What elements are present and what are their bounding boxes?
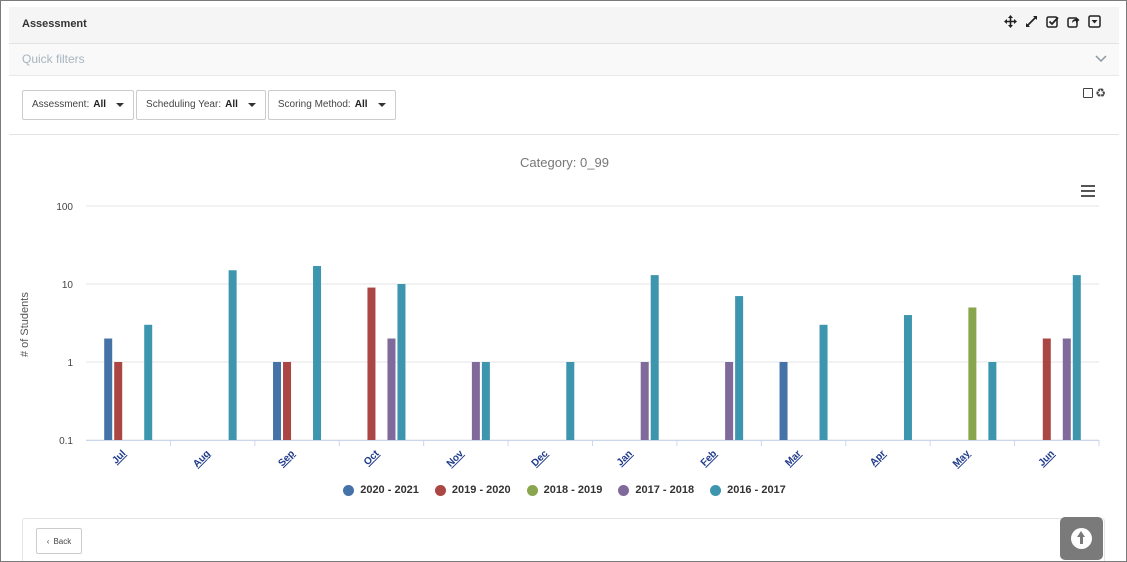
bar[interactable] xyxy=(144,324,153,440)
bar[interactable] xyxy=(566,362,575,440)
legend-dot xyxy=(434,484,446,496)
legend-label: 2016 - 2017 xyxy=(727,484,786,496)
back-label: Back xyxy=(53,536,72,546)
x-tick-label[interactable]: Jun xyxy=(1037,448,1057,468)
dropdown-icon[interactable] xyxy=(1088,15,1101,28)
filter-value: All xyxy=(354,99,368,110)
x-tick-label[interactable]: Nov xyxy=(445,448,466,469)
bar[interactable] xyxy=(228,270,237,440)
legend-label: 2019 - 2020 xyxy=(451,484,511,496)
filter-label: Scoring Method: xyxy=(277,99,351,110)
quick-filters-label: Quick filters xyxy=(22,52,85,66)
scheduling-year-filter[interactable]: Scheduling Year: All xyxy=(136,90,266,120)
bar[interactable] xyxy=(104,338,113,440)
x-tick-label[interactable]: Sep xyxy=(276,448,297,469)
assessment-filter[interactable]: Assessment: All xyxy=(22,90,135,120)
bar[interactable] xyxy=(481,362,490,440)
x-tick-label[interactable]: May xyxy=(951,448,973,470)
x-tick-label[interactable]: Apr xyxy=(868,448,888,468)
recycle-icon[interactable]: ♻ xyxy=(1095,86,1106,100)
bar[interactable] xyxy=(387,338,396,440)
y-tick-label: 0.1 xyxy=(59,436,73,447)
share-icon[interactable] xyxy=(1067,15,1080,28)
panel-header: Assessment xyxy=(9,7,1119,44)
bar[interactable] xyxy=(273,362,282,440)
bar[interactable] xyxy=(650,275,659,440)
legend-item-2018-2019[interactable]: 2018 - 2019 xyxy=(526,484,603,496)
filter-label: Assessment: xyxy=(32,99,90,110)
bar[interactable] xyxy=(114,362,123,440)
caret-down-icon xyxy=(116,103,125,107)
y-tick-label: 10 xyxy=(62,280,74,291)
panel-title: Assessment xyxy=(22,18,87,30)
quick-filters-bar[interactable]: Quick filters xyxy=(9,44,1119,76)
bar[interactable] xyxy=(1042,338,1051,440)
expand-icon[interactable] xyxy=(1025,15,1038,28)
chart-title: Category: 0_99 xyxy=(520,155,609,170)
chevron-down-icon[interactable] xyxy=(1095,50,1107,66)
bar[interactable] xyxy=(283,362,292,440)
x-tick-label[interactable]: Oct xyxy=(362,448,382,468)
move-icon[interactable] xyxy=(1004,15,1017,28)
legend-dot xyxy=(343,484,355,496)
chart-menu-icon[interactable] xyxy=(1081,185,1095,197)
y-tick-label: 100 xyxy=(56,202,73,213)
legend-item-2017-2018[interactable]: 2017 - 2018 xyxy=(618,484,694,496)
panel-tools xyxy=(1004,15,1101,28)
bar[interactable] xyxy=(1062,338,1071,440)
x-tick-label[interactable]: Dec xyxy=(530,448,551,469)
chart-plot: 0.1 1 10 100 Jul Aug Sep Oct Nov Dec Jan Feb Mar Apr M… xyxy=(56,202,1100,470)
back-button[interactable]: ‹ Back xyxy=(36,528,82,554)
bar[interactable] xyxy=(725,362,734,440)
chart-legend: 2020 - 2021 2019 - 2020 2018 - 2019 2017… xyxy=(1,484,1126,496)
legend-item-2019-2020[interactable]: 2019 - 2020 xyxy=(434,484,511,496)
legend-item-2020-2021[interactable]: 2020 - 2021 xyxy=(343,484,419,496)
arrow-up-icon xyxy=(1071,528,1092,549)
legend-dot xyxy=(710,484,722,496)
bar[interactable] xyxy=(988,362,997,440)
select-checkbox[interactable] xyxy=(1083,88,1094,98)
caret-down-icon xyxy=(377,103,386,107)
filter-actions: ♻ xyxy=(1083,87,1106,99)
bar[interactable] xyxy=(819,324,828,440)
bar[interactable] xyxy=(397,284,406,440)
x-tick-label[interactable]: Mar xyxy=(783,448,803,468)
chevron-left-icon: ‹ xyxy=(46,536,50,546)
bar[interactable] xyxy=(903,315,912,440)
filter-value: All xyxy=(225,99,238,110)
filter-label: Scheduling Year: xyxy=(146,99,222,110)
legend-label: 2018 - 2019 xyxy=(543,484,603,496)
footer-panel xyxy=(22,518,1105,561)
x-tick-label[interactable]: Jan xyxy=(615,448,635,468)
checkbox-icon[interactable] xyxy=(1046,15,1059,28)
x-tick-label[interactable]: Jul xyxy=(110,448,128,466)
caret-down-icon xyxy=(247,103,256,107)
scoring-method-filter[interactable]: Scoring Method: All xyxy=(267,90,396,120)
legend-item-2016-2017[interactable]: 2016 - 2017 xyxy=(710,484,786,496)
bar[interactable] xyxy=(640,362,649,440)
filter-bar: Assessment: All Scheduling Year: All Sco… xyxy=(22,90,396,120)
x-tick-label[interactable]: Aug xyxy=(191,448,213,470)
legend-label: 2017 - 2018 xyxy=(635,484,695,496)
bar[interactable] xyxy=(1072,275,1081,440)
divider xyxy=(9,134,1119,135)
legend-dot xyxy=(618,484,630,496)
bar[interactable] xyxy=(313,266,322,440)
bar[interactable] xyxy=(968,307,977,440)
x-tick-label[interactable]: Feb xyxy=(699,448,719,468)
bar[interactable] xyxy=(779,362,788,440)
filter-value: All xyxy=(93,99,107,110)
bar[interactable] xyxy=(471,362,480,440)
legend-label: 2020 - 2021 xyxy=(360,484,419,496)
legend-dot xyxy=(526,484,538,496)
bar[interactable] xyxy=(735,296,744,440)
y-tick-label: 1 xyxy=(67,358,73,369)
scroll-to-top-button[interactable] xyxy=(1060,517,1103,560)
bar[interactable] xyxy=(367,287,376,440)
